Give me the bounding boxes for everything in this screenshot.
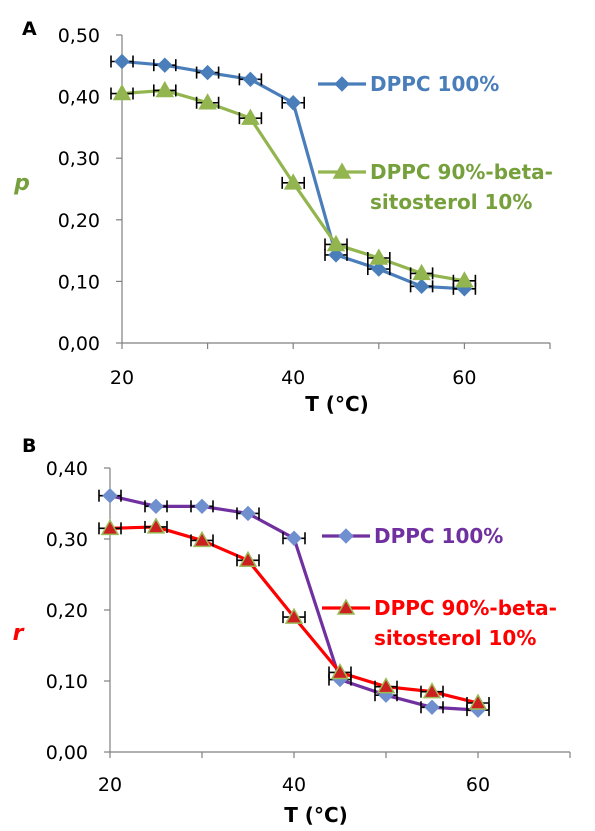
data-point xyxy=(455,271,474,288)
data-point xyxy=(412,263,431,281)
y-tick-label: 0,00 xyxy=(58,333,100,355)
data-point xyxy=(284,607,304,624)
panel-label: B xyxy=(22,435,36,457)
y-tick-label: 0,30 xyxy=(46,529,88,551)
y-tick-label: 0,10 xyxy=(46,671,88,693)
data-point xyxy=(199,64,216,81)
x-tick-label: 40 xyxy=(281,367,305,389)
data-point xyxy=(155,80,175,98)
y-tick-label: 0,50 xyxy=(58,25,100,47)
legend-marker-1 xyxy=(338,528,354,544)
y-axis-title: p xyxy=(13,171,30,196)
data-point xyxy=(100,518,120,536)
data-point xyxy=(422,682,442,699)
legend-marker-2 xyxy=(332,162,352,179)
x-axis-title: T (°C) xyxy=(305,392,369,416)
legend-label-2: sitosterol 10% xyxy=(374,626,536,650)
legend-marker-2 xyxy=(336,598,356,615)
legend-marker-1 xyxy=(334,76,350,92)
data-point xyxy=(424,699,440,715)
data-point xyxy=(112,84,132,101)
data-point xyxy=(371,261,387,277)
data-point xyxy=(468,693,488,710)
x-tick-label: 20 xyxy=(110,367,134,389)
data-point xyxy=(283,173,303,190)
panel-label: A xyxy=(22,18,37,40)
data-point xyxy=(240,505,256,522)
y-tick-label: 0,00 xyxy=(46,742,88,764)
data-point xyxy=(413,278,430,295)
x-tick-label: 60 xyxy=(452,367,476,389)
data-point xyxy=(192,530,212,548)
legend-label-2: DPPC 90%-beta- xyxy=(374,596,557,620)
data-point xyxy=(326,234,346,252)
data-point xyxy=(148,498,164,515)
x-tick-label: 20 xyxy=(98,774,122,796)
x-tick-label: 40 xyxy=(282,774,306,796)
y-tick-label: 0,30 xyxy=(58,148,100,170)
data-point xyxy=(328,247,344,263)
legend-label-1: DPPC 100% xyxy=(374,524,503,548)
y-tick-label: 0,20 xyxy=(58,210,100,232)
data-point xyxy=(242,71,259,88)
legend-label-2: sitosterol 10% xyxy=(370,190,532,214)
y-tick-label: 0,20 xyxy=(46,600,88,622)
y-tick-label: 0,40 xyxy=(46,458,88,480)
x-tick-label: 60 xyxy=(466,774,490,796)
legend-label-1: DPPC 100% xyxy=(370,72,499,96)
chart-panel-b: B 0,00 0,10 0,20 0,30 0,40 20 40 60 T (°C) r DPPC 1… xyxy=(13,435,571,827)
data-point xyxy=(102,487,118,504)
data-point xyxy=(369,248,389,265)
legend-label-2: DPPC 90%-beta- xyxy=(370,160,553,184)
data-point xyxy=(241,108,260,125)
y-tick-label: 0,10 xyxy=(58,271,100,293)
data-point xyxy=(194,498,210,515)
y-tick-label: 0,40 xyxy=(58,87,100,109)
data-point xyxy=(157,57,173,73)
data-point xyxy=(286,530,302,546)
chart-panel-a: A 0,00 0,10 0,20 0,30 0,40 0,50 20 40 60 T (°C) p DP… xyxy=(13,18,553,416)
data-point xyxy=(330,662,350,680)
data-point xyxy=(146,517,166,534)
data-point xyxy=(114,53,130,70)
data-point xyxy=(198,93,217,110)
data-point xyxy=(376,677,396,694)
y-axis-title: r xyxy=(13,621,25,646)
x-axis-title: T (°C) xyxy=(284,803,348,827)
data-point xyxy=(238,550,258,568)
data-point xyxy=(285,95,301,111)
